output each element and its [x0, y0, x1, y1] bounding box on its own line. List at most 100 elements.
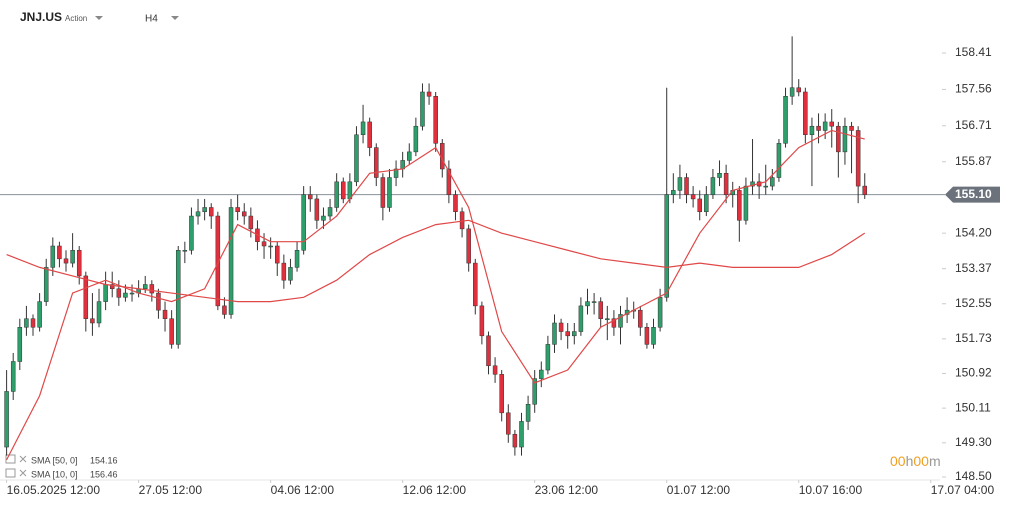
candle-body — [420, 91, 425, 127]
candle-body — [585, 301, 590, 307]
candle-body — [710, 177, 716, 195]
candle-body — [354, 134, 359, 183]
candle-body — [90, 318, 95, 324]
candle-body — [109, 284, 115, 290]
candle-body — [426, 91, 432, 97]
candle-body — [479, 305, 485, 337]
candle-body — [598, 301, 603, 319]
candle-body — [116, 288, 122, 298]
candle-body — [274, 245, 280, 264]
candle-body — [202, 207, 207, 213]
candle-body — [208, 207, 214, 217]
candle-body — [235, 207, 240, 213]
candle-body — [248, 215, 254, 230]
candle-body — [492, 365, 498, 375]
candle-body — [591, 301, 597, 303]
candle-body — [17, 327, 23, 362]
candle-body — [294, 250, 300, 268]
candle-body — [862, 185, 867, 195]
legend-icon[interactable] — [5, 454, 16, 464]
timeframe-dropdown[interactable] — [171, 16, 179, 20]
candle-body — [578, 305, 584, 332]
candle-body — [539, 369, 544, 379]
y-tick-label: 152.55 — [955, 296, 992, 310]
candle-body — [519, 421, 524, 448]
sma-line — [6, 219, 866, 303]
candle-body — [697, 198, 702, 213]
countdown: 00h00m — [890, 453, 941, 469]
candle-body — [572, 331, 577, 337]
candle-body — [651, 327, 656, 345]
candle-body — [473, 262, 478, 307]
y-tick-label: 154.20 — [955, 225, 992, 239]
candle-body — [380, 177, 386, 208]
y-tick-label: 149.30 — [955, 435, 992, 449]
x-tick-label: 23.06 12:00 — [535, 483, 599, 497]
candle-body — [717, 173, 722, 178]
current-price-tag — [945, 186, 1000, 203]
candle-body — [387, 177, 392, 208]
candle-body — [723, 173, 729, 195]
symbol: JNJ.US — [20, 10, 62, 24]
countdown-part: 00 — [890, 453, 906, 469]
candle-body — [96, 301, 102, 324]
candle-body — [129, 292, 135, 295]
candle-body — [743, 185, 749, 221]
legend-value: 154.16 — [90, 455, 118, 465]
y-tick-label: 150.92 — [955, 366, 992, 380]
candle-body — [215, 215, 221, 307]
candle-body — [162, 309, 168, 319]
y-tick-label: 158.41 — [955, 45, 992, 59]
candle-body — [545, 344, 551, 371]
candle-body — [822, 121, 828, 131]
candle-body — [789, 87, 795, 97]
candle-body — [842, 125, 848, 153]
candle-body — [123, 292, 128, 298]
candle-body — [241, 211, 247, 217]
candle-body — [638, 309, 643, 328]
candle-body — [189, 215, 194, 251]
candle-body — [314, 198, 320, 221]
candle-body — [512, 433, 518, 448]
symbol-dropdown[interactable] — [95, 16, 103, 20]
candle-body — [169, 318, 174, 345]
legend-name: SMA [10, 0] — [31, 469, 78, 479]
y-tick-label: 148.50 — [955, 469, 992, 483]
countdown-part: m — [929, 453, 941, 469]
candle-body — [4, 391, 9, 448]
candle-body — [611, 318, 617, 328]
candle-body — [228, 207, 234, 315]
candle-body — [63, 258, 69, 264]
candle-body — [565, 331, 570, 337]
candle-body — [413, 125, 419, 153]
candle-body — [367, 121, 372, 148]
candle-body — [849, 125, 854, 131]
legend-remove[interactable] — [19, 469, 27, 477]
candle-body — [24, 318, 29, 328]
candle-body — [704, 194, 709, 213]
candle-body — [671, 190, 676, 195]
x-tick-label: 10.07 16:00 — [799, 483, 863, 497]
legend-icon[interactable] — [5, 468, 16, 478]
y-tick-label: 150.11 — [955, 400, 991, 414]
candle-body — [506, 412, 511, 435]
legend-remove[interactable] — [19, 455, 27, 463]
candle-body — [308, 194, 313, 200]
candle-body — [57, 245, 62, 260]
candle-body — [433, 96, 438, 144]
countdown-part: 00 — [913, 453, 929, 469]
candle-body — [657, 297, 663, 328]
candle-body — [618, 314, 623, 328]
candle-body — [10, 361, 16, 392]
x-tick-label: 01.07 12:00 — [667, 483, 731, 497]
countdown-part: h — [906, 453, 914, 469]
candle-body — [50, 245, 56, 268]
candle-body — [783, 96, 788, 144]
candle-body — [809, 125, 815, 136]
candle-body — [83, 275, 89, 319]
candle-body — [836, 125, 841, 153]
candle-body — [149, 284, 155, 294]
timeframe: H4 — [145, 14, 158, 25]
candle-body — [677, 177, 683, 191]
candle-body — [763, 185, 768, 188]
